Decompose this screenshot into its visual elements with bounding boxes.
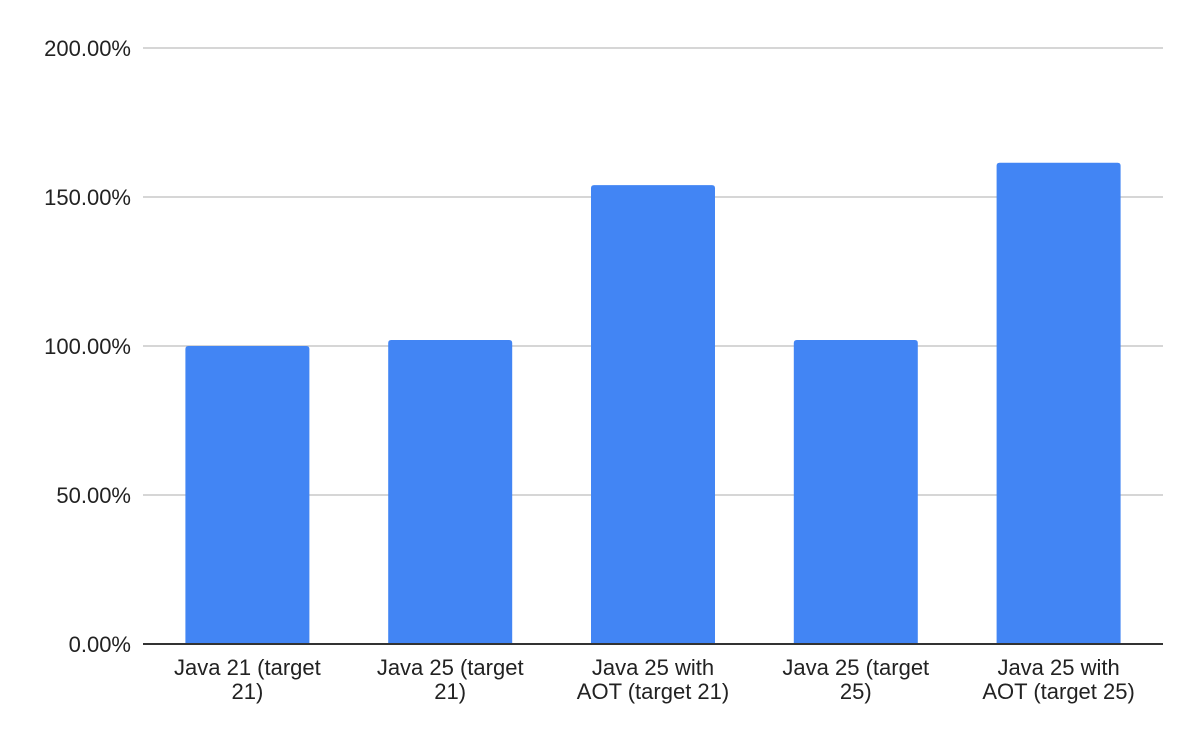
y-tick-label: 150.00% [44,185,131,210]
y-tick-label: 100.00% [44,334,131,359]
x-category-label: Java 25 with AOT (target 25) [982,655,1134,704]
bar [591,185,715,644]
bar [388,340,513,644]
y-tick-label: 50.00% [56,483,131,508]
x-category-label: Java 25 (target 25) [782,655,929,704]
bar [996,162,1121,645]
y-tick-label: 0.00% [69,632,131,657]
bar [185,346,310,644]
x-category-label: Java 25 (target 21) [377,655,524,704]
bars [185,162,1121,645]
y-axis-tick-labels: 0.00% 50.00% 100.00% 150.00% 200.00% [44,36,131,657]
y-tick-label: 200.00% [44,36,131,61]
bar [793,340,918,644]
x-category-label: Java 25 with AOT (target 21) [577,655,729,704]
x-category-label: Java 21 (target 21) [174,655,321,704]
x-axis-category-labels: Java 21 (target 21) Java 25 (target 21) Java… [174,655,1135,704]
